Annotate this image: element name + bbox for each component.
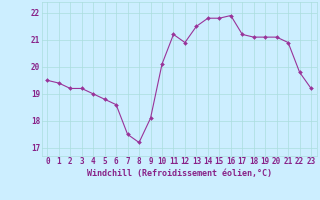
X-axis label: Windchill (Refroidissement éolien,°C): Windchill (Refroidissement éolien,°C) [87, 169, 272, 178]
